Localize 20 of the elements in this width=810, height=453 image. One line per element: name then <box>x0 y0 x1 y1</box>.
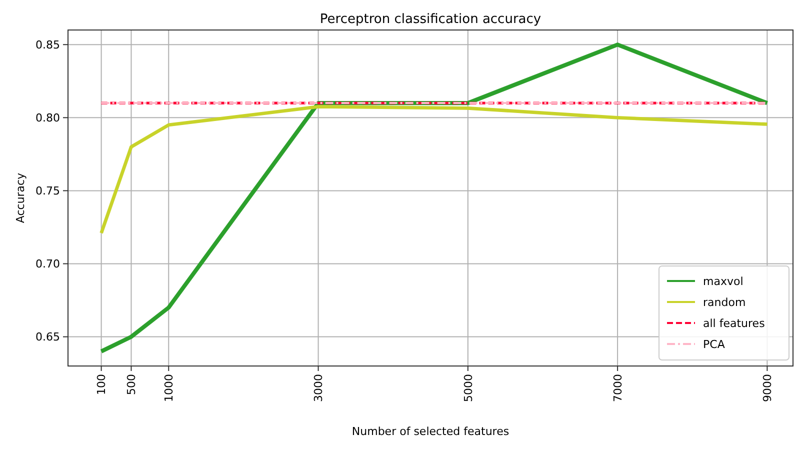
x-tick-label: 500 <box>125 374 138 395</box>
x-tick-label: 3000 <box>312 374 326 402</box>
y-tick-label: 0.70 <box>36 258 60 271</box>
y-tick-label: 0.85 <box>36 38 60 52</box>
y-tick-label: 0.65 <box>36 330 60 344</box>
y-tick-label: 0.75 <box>36 184 60 198</box>
x-tick-label: 100 <box>95 374 108 395</box>
y-axis-title: Accuracy <box>14 172 27 224</box>
chart-title: Perceptron classification accuracy <box>320 12 542 27</box>
line-series <box>100 104 769 235</box>
legend-label: random <box>703 296 746 309</box>
legend-label: PCA <box>703 338 726 351</box>
x-tick-label: 5000 <box>462 374 475 402</box>
x-tick-label: 1000 <box>162 374 176 402</box>
x-axis-title: Number of selected features <box>352 425 510 438</box>
x-tick-label: 7000 <box>611 374 624 402</box>
legend-label: maxvol <box>703 274 744 288</box>
y-tick-label: 0.80 <box>36 112 60 124</box>
x-tick-label: 9000 <box>761 374 774 402</box>
legend-label: all features <box>703 316 766 330</box>
